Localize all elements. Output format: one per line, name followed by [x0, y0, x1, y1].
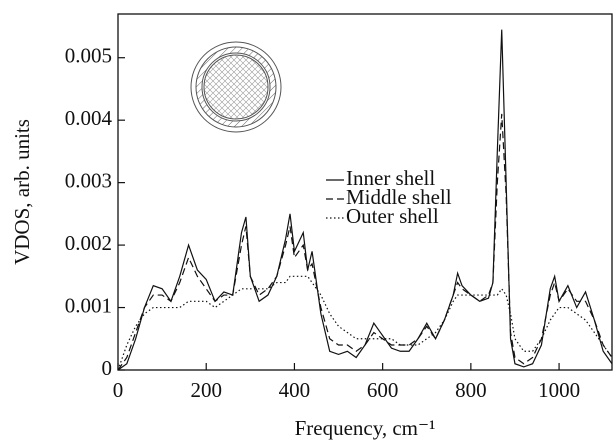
series-line — [117, 29, 613, 371]
x-tick-label: 400 — [279, 378, 311, 402]
x-tick-label: 200 — [190, 378, 222, 402]
x-tick-label: 800 — [455, 378, 487, 402]
y-tick-label: 0.001 — [65, 293, 112, 317]
inset-tube — [190, 41, 282, 133]
y-tick-label: 0.002 — [65, 231, 112, 255]
legend-label: Outer shell — [346, 204, 439, 228]
y-tick-label: 0.004 — [65, 106, 113, 130]
plot-frame — [117, 13, 613, 371]
y-tick-label: 0 — [102, 356, 113, 380]
y-tick-label: 0.003 — [65, 168, 112, 192]
y-tick-label: 0.005 — [65, 44, 112, 68]
x-axis-label: Frequency, cm⁻¹ — [295, 416, 436, 440]
series-line — [117, 275, 613, 371]
y-axis-label: VDOS, arb. units — [10, 119, 34, 265]
legend-label: Middle shell — [346, 185, 452, 209]
x-tick-label: 0 — [113, 378, 124, 402]
series-line — [117, 113, 613, 371]
x-tick-label: 1000 — [538, 378, 580, 402]
legend-label: Inner shell — [346, 166, 435, 190]
x-tick-label: 600 — [367, 378, 399, 402]
